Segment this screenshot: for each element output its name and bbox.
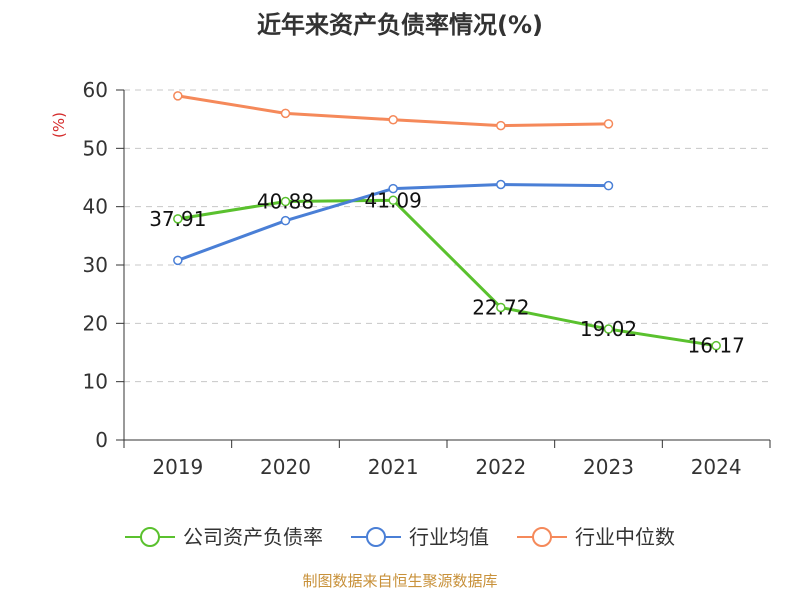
data-point[interactable] — [280, 108, 291, 119]
data-point[interactable] — [711, 340, 721, 351]
legend-marker-icon — [140, 527, 160, 547]
data-labels: 37.91 40.88 41.09 22.72 19.02 16.17 — [149, 188, 745, 357]
legend[interactable]: 公司资产负债率 行业均值 行业中位数 — [125, 525, 675, 549]
y-tick-label: 60 — [83, 78, 108, 102]
data-point[interactable] — [388, 115, 398, 125]
y-axis-label: (%) — [50, 112, 68, 138]
data-label: 41.09 — [365, 188, 422, 212]
axes: 0 10 20 30 40 50 60 2019 2020 2021 2022 2023 2024 — [83, 78, 771, 479]
x-tick-label: 2020 — [260, 455, 311, 479]
x-tick-label: 2021 — [368, 455, 419, 479]
data-point[interactable] — [173, 91, 183, 101]
data-point[interactable] — [173, 255, 183, 266]
series-lines — [173, 91, 721, 351]
y-tick-label: 20 — [83, 311, 108, 335]
data-point[interactable] — [603, 180, 614, 191]
data-point[interactable] — [496, 302, 506, 313]
y-tick-label: 50 — [83, 136, 108, 160]
data-label: 19.02 — [580, 317, 637, 341]
series-line — [176, 198, 718, 348]
y-tick-label: 0 — [95, 428, 108, 452]
x-tick-label: 2023 — [583, 455, 634, 479]
legend-item[interactable]: 公司资产负债率 — [125, 525, 323, 549]
data-point[interactable] — [280, 215, 291, 226]
legend-item[interactable]: 行业中位数 — [517, 525, 675, 549]
legend-marker-icon — [366, 527, 386, 547]
x-tick-label: 2022 — [475, 455, 526, 479]
legend-item[interactable]: 行业均值 — [351, 525, 489, 549]
y-tick-label: 30 — [83, 253, 108, 277]
data-point[interactable] — [496, 179, 506, 190]
source-note: 制图数据来自恒生聚源数据库 — [302, 572, 497, 590]
x-tick-label: 2019 — [152, 455, 203, 479]
y-tick-label: 40 — [83, 195, 108, 219]
y-tick-label: 10 — [83, 370, 108, 394]
data-point[interactable] — [280, 196, 291, 207]
data-point[interactable] — [603, 119, 614, 129]
x-tick-label: 2024 — [691, 455, 742, 479]
data-point[interactable] — [173, 214, 183, 224]
legend-label: 行业中位数 — [575, 525, 675, 549]
data-label: 22.72 — [472, 295, 529, 319]
data-point[interactable] — [496, 120, 506, 131]
data-label: 16.17 — [688, 334, 745, 358]
chart-title: 近年来资产负债率情况(%) — [257, 11, 543, 39]
data-label: 37.91 — [149, 207, 206, 231]
legend-marker-icon — [532, 527, 552, 547]
data-point[interactable] — [388, 195, 398, 206]
legend-label: 行业均值 — [409, 525, 489, 549]
legend-label: 公司资产负债率 — [183, 525, 323, 549]
grid-lines — [124, 89, 770, 383]
data-point[interactable] — [388, 183, 398, 194]
data-point[interactable] — [603, 324, 614, 334]
data-label: 40.88 — [257, 190, 314, 214]
